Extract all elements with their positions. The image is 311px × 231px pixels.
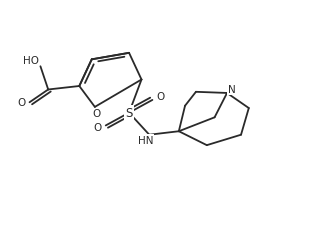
Text: O: O bbox=[156, 92, 164, 102]
Text: N: N bbox=[228, 85, 235, 95]
Text: O: O bbox=[18, 98, 26, 108]
Text: O: O bbox=[92, 108, 100, 118]
Text: HN: HN bbox=[138, 135, 154, 145]
Text: HO: HO bbox=[23, 56, 39, 66]
Text: S: S bbox=[125, 107, 133, 120]
Text: O: O bbox=[94, 122, 102, 132]
